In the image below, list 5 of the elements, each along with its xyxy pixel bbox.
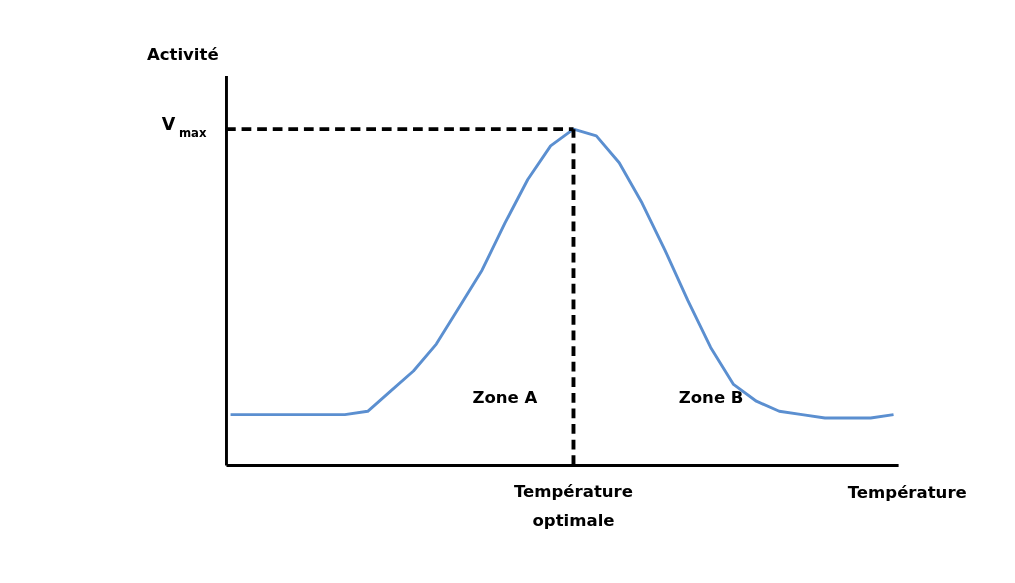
x-axis-title: Température	[847, 482, 967, 502]
y-axis-title: Activité	[146, 45, 219, 65]
annotation: Zone A	[472, 387, 538, 407]
annotation: Zone B	[678, 387, 744, 407]
text: Température optimale	[513, 482, 633, 531]
